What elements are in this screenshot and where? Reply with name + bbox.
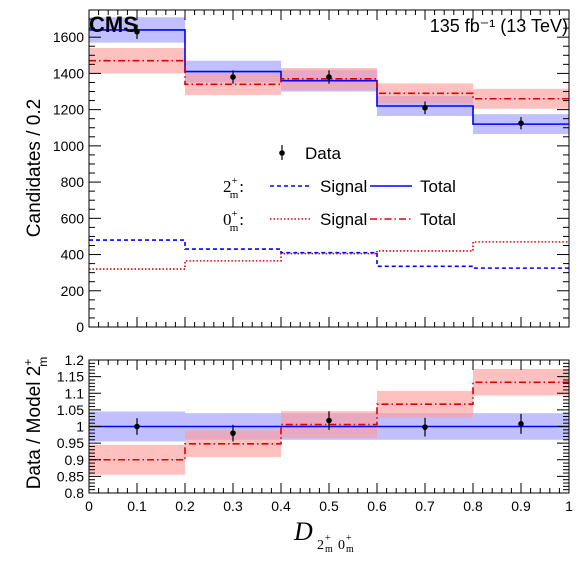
ratio-xtick-label-10: 1	[565, 498, 573, 514]
legend-row-sub-1: m	[230, 222, 239, 234]
xlabel-sub-0: 0	[338, 538, 345, 553]
top-ytick-label-2: 400	[61, 247, 85, 263]
ratio-xtick-label-0: 0	[85, 498, 93, 514]
ratio-data-point-1	[230, 430, 236, 436]
ratio-xtick-label-2: 0.2	[175, 498, 195, 514]
ratio-ytick-label-6: 1.1	[65, 385, 85, 401]
ratio-ytick-label-3: 0.95	[57, 435, 84, 451]
legend-row-sup-0: +	[232, 175, 238, 187]
cms-title: CMS	[89, 12, 138, 37]
legend-data-marker	[279, 150, 285, 156]
ratio-ylabel-sup: +	[21, 359, 35, 366]
ratio-data-point-4	[518, 421, 524, 427]
top-ytick-label-5: 1000	[53, 138, 84, 154]
xlabel-subsub-2: m	[325, 544, 333, 555]
ratio-ytick-label-4: 1	[76, 419, 84, 435]
top-series-1	[89, 239, 569, 269]
legend-row-digit-0: 2	[223, 177, 232, 196]
legend-row-sup-1: +	[232, 208, 238, 220]
top-ylabel: Candidates / 0.2	[24, 99, 45, 237]
legend-row-colon-1: :	[239, 210, 244, 229]
legend-row-sub-0: m	[230, 189, 239, 201]
top-ytick-label-7: 1400	[53, 65, 84, 81]
xlabel-sup-0: +	[346, 533, 352, 544]
ratio-ytick-label-0: 0.8	[65, 485, 85, 501]
ratio-xtick-label-9: 0.9	[511, 498, 531, 514]
ratio-data-point-3	[422, 424, 428, 430]
legend-total-label-0: Total	[420, 177, 456, 196]
ratio-xtick-label-5: 0.5	[319, 498, 339, 514]
ratio-ytick-label-2: 0.9	[65, 452, 85, 468]
legend-data-label: Data	[305, 144, 341, 163]
xlabel-sub-2: 2	[317, 538, 324, 553]
ratio-ytick-label-8: 1.2	[65, 352, 85, 368]
legend-signal-label-1: Signal	[320, 210, 367, 229]
legend-row-digit-1: 0	[223, 210, 232, 229]
top-ytick-label-6: 1200	[53, 102, 84, 118]
ratio-ylabel: Data / Model 2+m	[21, 357, 50, 490]
legend-row-label-0: 2+ m:	[223, 175, 244, 201]
top-series-2	[89, 59, 569, 100]
ratio-xtick-label-4: 0.4	[271, 498, 291, 514]
legend-total-label-1: Total	[420, 210, 456, 229]
ratio-xtick-label-3: 0.3	[223, 498, 243, 514]
ratio-xtick-label-1: 0.1	[127, 498, 147, 514]
legend-signal-label-0: Signal	[320, 177, 367, 196]
ratio-ytick-label-7: 1.15	[57, 369, 84, 385]
top-band-2-1	[185, 73, 281, 96]
legend-row-colon-0: :	[239, 177, 244, 196]
xlabel-subsub-0: m	[346, 544, 354, 555]
legend-row-label-1: 0+ m:	[223, 208, 244, 234]
top-series-3	[89, 241, 569, 270]
ratio-xtick-label-7: 0.7	[415, 498, 435, 514]
top-ytick-label-0: 0	[76, 319, 84, 335]
top-data-point-3	[422, 105, 428, 111]
ratio-ytick-label-5: 1.05	[57, 402, 84, 418]
top-data-point-0	[134, 28, 140, 35]
ratio-data-point-0	[134, 423, 140, 430]
top-ytick-label-1: 200	[61, 283, 85, 299]
top-ytick-label-4: 800	[61, 174, 85, 190]
top-data-point-1	[230, 74, 236, 80]
top-ytick-label-8: 1600	[53, 29, 84, 45]
top-ytick-label-3: 600	[61, 210, 85, 226]
top-data-point-2	[326, 74, 332, 80]
luminosity-label: 135 fb⁻¹ (13 TeV)	[430, 16, 568, 36]
xlabel-sup-2: +	[325, 533, 331, 544]
ratio-xtick-label-8: 0.8	[463, 498, 483, 514]
ratio-ytick-label-1: 0.85	[57, 468, 84, 484]
ratio-xtick-label-6: 0.6	[367, 498, 387, 514]
ratio-xlabel: D	[293, 517, 313, 546]
ratio-ylabel-text: Data / Model 2	[24, 366, 45, 490]
top-data-point-4	[518, 120, 524, 127]
ratio-series-1	[89, 381, 569, 461]
ratio-ylabel-sub: m	[36, 357, 50, 367]
ratio-data-point-2	[326, 417, 332, 424]
